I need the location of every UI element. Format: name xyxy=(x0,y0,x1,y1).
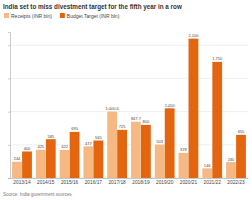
chart: India set to miss divestment target for … xyxy=(0,0,252,200)
x-tick-label: 2016/17 xyxy=(85,180,103,185)
data-label: 695 xyxy=(71,126,78,131)
x-tick: 2014/15 xyxy=(37,178,55,185)
grid-line xyxy=(10,78,248,79)
data-label: 847.7 xyxy=(131,116,142,121)
bar xyxy=(155,145,165,178)
legend: Receipts (INR bln) Budget Target (INR bln… xyxy=(4,13,120,19)
bar xyxy=(141,125,151,178)
bar xyxy=(189,39,199,178)
bar xyxy=(12,162,22,178)
series xyxy=(12,112,236,178)
bar xyxy=(165,108,175,178)
x-tick: 2016/17 xyxy=(85,178,103,185)
data-label: 585 xyxy=(47,134,54,139)
x-tick-label: 2017/18 xyxy=(108,180,126,185)
data-label: 378 xyxy=(180,147,187,152)
legend-label: Receipts (INR bln) xyxy=(11,13,52,19)
x-tick: 2020/21 xyxy=(180,178,198,185)
data-label: 800 xyxy=(143,119,150,124)
x-tick-label: 2020/21 xyxy=(180,180,198,185)
data-labels: 244 425 422 477 1,000.6 847.7 503 378 146 240 400 5… xyxy=(14,33,245,168)
bar xyxy=(236,135,246,178)
data-label: 503 xyxy=(156,139,163,144)
data-label: 477 xyxy=(85,141,92,146)
plot: 244 425 422 477 1,000.6 847.7 503 378 146 240 400 5… xyxy=(8,33,249,186)
title: India set to miss divestment target for … xyxy=(3,3,182,11)
data-label: 650 xyxy=(238,129,245,134)
bar xyxy=(22,151,32,178)
data-label: 1,000.6 xyxy=(105,106,119,111)
data-label: 422 xyxy=(61,144,68,149)
data-label: 244 xyxy=(14,156,21,161)
grid-line xyxy=(10,45,248,46)
legend-swatch xyxy=(60,13,65,18)
bar xyxy=(83,146,93,178)
y-axis xyxy=(8,33,11,179)
y-tick-mark xyxy=(8,178,10,179)
x-tick: 2017/18 xyxy=(108,178,126,185)
x-tick-label: 2014/15 xyxy=(37,180,55,185)
y-axis-line xyxy=(8,33,11,179)
bar xyxy=(36,150,46,178)
grid xyxy=(10,45,248,178)
grid-line xyxy=(10,144,248,145)
x-tick-label: 2015/16 xyxy=(61,180,79,185)
data-label: 1,750 xyxy=(212,56,223,61)
bar xyxy=(70,132,80,178)
bar xyxy=(46,139,56,178)
y-tick-mark xyxy=(8,112,10,113)
x-tick-label: 2022/23 xyxy=(227,180,245,185)
bar xyxy=(60,150,70,178)
y-tick xyxy=(8,178,10,179)
data-label: 240 xyxy=(228,157,235,162)
x-tick-label: 2021/22 xyxy=(204,180,222,185)
x-tick: 2013/14 xyxy=(13,178,31,185)
bar xyxy=(226,162,236,178)
x-tick: 2021/22 xyxy=(204,178,222,185)
x-axis-line xyxy=(11,178,249,179)
data-label: 425 xyxy=(37,144,44,149)
bar xyxy=(202,168,212,178)
x-tick: 2015/16 xyxy=(61,178,79,185)
y-tick xyxy=(8,45,10,46)
x-tick-label: 2018/19 xyxy=(132,180,150,185)
data-label: 2,100 xyxy=(188,33,199,38)
data-label: 1,050 xyxy=(165,103,176,108)
y-tick xyxy=(8,78,10,79)
y-tick xyxy=(8,145,10,146)
y-tick xyxy=(8,112,10,113)
bar xyxy=(212,62,222,178)
bar xyxy=(107,112,117,178)
bar xyxy=(117,130,127,178)
y-tick-mark xyxy=(8,78,10,79)
series xyxy=(22,39,246,178)
x-axis: 2013/14 2014/15 2015/16 2016/17 2017/18 2018/… xyxy=(11,178,249,185)
data-label: 565 xyxy=(95,135,102,140)
bar xyxy=(93,141,103,178)
bars xyxy=(12,39,246,178)
x-tick: 2022/23 xyxy=(227,178,245,185)
data-label: 400 xyxy=(24,146,31,151)
source: Source: India government sources xyxy=(3,192,72,197)
y-tick-mark xyxy=(8,45,10,46)
x-tick-label: 2013/14 xyxy=(13,180,31,185)
x-tick: 2019/20 xyxy=(156,178,174,185)
grid-line xyxy=(10,178,248,179)
bar xyxy=(131,122,141,178)
grid-line xyxy=(10,111,248,112)
bar xyxy=(179,153,189,178)
legend-swatch xyxy=(4,13,9,18)
data-label: 725 xyxy=(119,124,126,129)
x-tick-label: 2019/20 xyxy=(156,180,174,185)
legend-label: Budget Target (INR bln) xyxy=(67,13,120,19)
x-tick: 2018/19 xyxy=(132,178,150,185)
data-label: 146 xyxy=(204,163,211,168)
y-tick-mark xyxy=(8,145,10,146)
